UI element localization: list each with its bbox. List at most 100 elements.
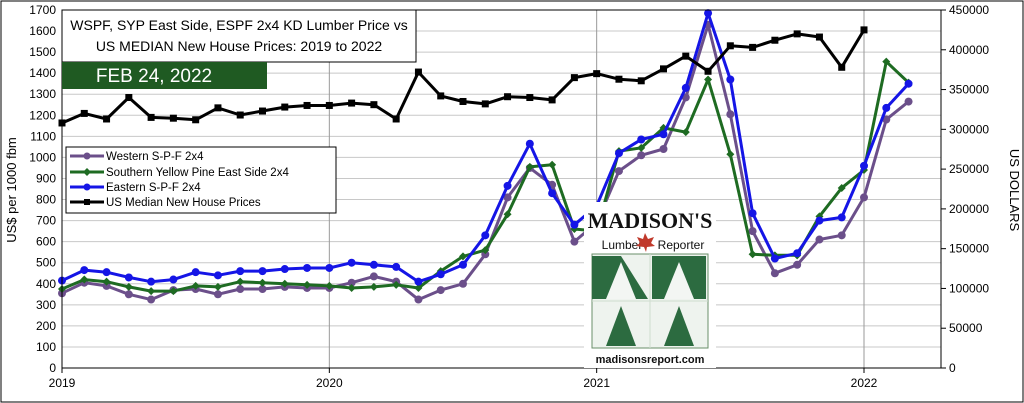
chart-title-line1: WSPF, SYP East Side, ESPF 2x4 KD Lumber … (70, 17, 407, 33)
data-point-2 (659, 130, 668, 139)
data-point-3 (325, 101, 333, 109)
y-left-tick-label: 1100 (30, 129, 56, 143)
data-point-2 (726, 75, 735, 84)
data-point-2 (681, 83, 690, 92)
data-point-0 (213, 290, 222, 299)
data-point-1 (481, 246, 490, 255)
data-point-2 (280, 265, 289, 274)
data-point-0 (659, 144, 668, 153)
data-point-1 (102, 277, 111, 286)
data-point-0 (459, 279, 467, 288)
data-point-1 (347, 283, 356, 292)
data-point-3 (548, 96, 556, 104)
y-left-tick-label: 1400 (29, 66, 56, 80)
data-point-1 (704, 75, 713, 84)
data-point-2 (637, 135, 646, 144)
y-left-tick-label: 1000 (29, 150, 56, 164)
chart-title-line2: US MEDIAN New House Prices: 2019 to 2022 (96, 38, 383, 54)
data-point-0 (770, 269, 779, 278)
y-right-tick-label: 150000 (949, 242, 989, 256)
data-point-2 (570, 220, 579, 229)
y-right-tick-label: 450000 (949, 3, 989, 17)
data-point-2 (459, 260, 467, 269)
y-left-tick-label: 300 (36, 298, 56, 312)
data-point-2 (369, 260, 378, 269)
data-point-1 (837, 183, 846, 192)
data-point-2 (704, 9, 713, 18)
data-point-2 (770, 254, 779, 263)
title-box (61, 9, 417, 63)
data-point-3 (838, 63, 846, 71)
data-point-2 (436, 270, 445, 279)
y-right-tick-label: 200000 (949, 202, 989, 216)
data-point-1 (124, 282, 133, 291)
data-point-2 (213, 271, 222, 280)
logo-tile-4 (664, 306, 694, 346)
data-point-0 (637, 151, 646, 160)
data-point-3 (771, 36, 779, 44)
data-point-2 (614, 149, 623, 158)
y-left-tick-label: 500 (36, 256, 56, 270)
y-right-tick-label: 350000 (949, 83, 989, 97)
data-point-1 (80, 275, 89, 284)
x-tick-label: 2022 (851, 376, 878, 390)
y-left-tick-label: 400 (36, 277, 56, 291)
legend: Western S-P-F 2x4 Southern Yellow Pine E… (65, 146, 337, 214)
y-left-tick-label: 1600 (29, 24, 56, 38)
y-left-tick-label: 200 (36, 319, 56, 333)
data-point-1 (459, 252, 467, 261)
y-left-tick-label: 800 (36, 193, 56, 207)
y-right-tick-label: 50000 (949, 321, 983, 335)
x-tick-label: 2021 (583, 376, 610, 390)
data-point-3 (437, 92, 445, 100)
data-point-0 (726, 110, 735, 119)
data-point-3 (80, 109, 88, 117)
data-point-1 (525, 162, 534, 171)
data-point-1 (303, 280, 312, 289)
data-point-2 (102, 268, 111, 277)
data-point-0 (414, 295, 423, 304)
data-point-0 (102, 281, 111, 290)
data-point-3 (303, 101, 311, 109)
y-left-tick-label: 700 (36, 214, 56, 228)
y-right-tick-label: 300000 (949, 122, 989, 136)
data-point-0 (147, 295, 156, 304)
y-left-tick-label: 900 (36, 171, 56, 185)
data-point-3 (392, 115, 400, 123)
data-point-2 (303, 263, 312, 272)
data-point-2 (414, 277, 423, 286)
data-point-3 (281, 103, 289, 111)
data-point-2 (147, 277, 156, 286)
data-point-0 (748, 227, 757, 236)
data-point-3 (414, 68, 422, 76)
plot-frame (61, 9, 942, 369)
date-banner (62, 62, 267, 89)
data-point-1 (503, 210, 512, 219)
data-point-3 (370, 101, 378, 109)
data-point-0 (436, 286, 445, 295)
data-point-3 (236, 111, 244, 119)
data-point-3 (570, 74, 578, 82)
data-point-1 (637, 143, 646, 152)
data-point-1 (548, 160, 557, 169)
data-point-1 (414, 283, 423, 292)
data-point-3 (593, 70, 601, 78)
y-right-tick-label: 400000 (949, 43, 989, 57)
data-point-2 (258, 267, 267, 276)
data-point-0 (614, 167, 623, 176)
maple-leaf-icon (636, 233, 655, 252)
data-point-2 (124, 273, 133, 282)
x-tick-label: 2020 (316, 376, 343, 390)
data-point-0 (236, 285, 245, 294)
data-point-1 (280, 279, 289, 288)
y-right-tick-label: 250000 (949, 162, 989, 176)
y-axis-right-label: US DOLLARS (1007, 149, 1022, 232)
data-point-3 (169, 114, 177, 122)
data-point-1 (726, 150, 735, 159)
data-point-1 (748, 250, 757, 259)
logo-sub-right: Reporter (658, 238, 705, 252)
series-group (58, 9, 913, 304)
data-point-3 (147, 113, 155, 121)
data-point-2 (481, 231, 490, 240)
